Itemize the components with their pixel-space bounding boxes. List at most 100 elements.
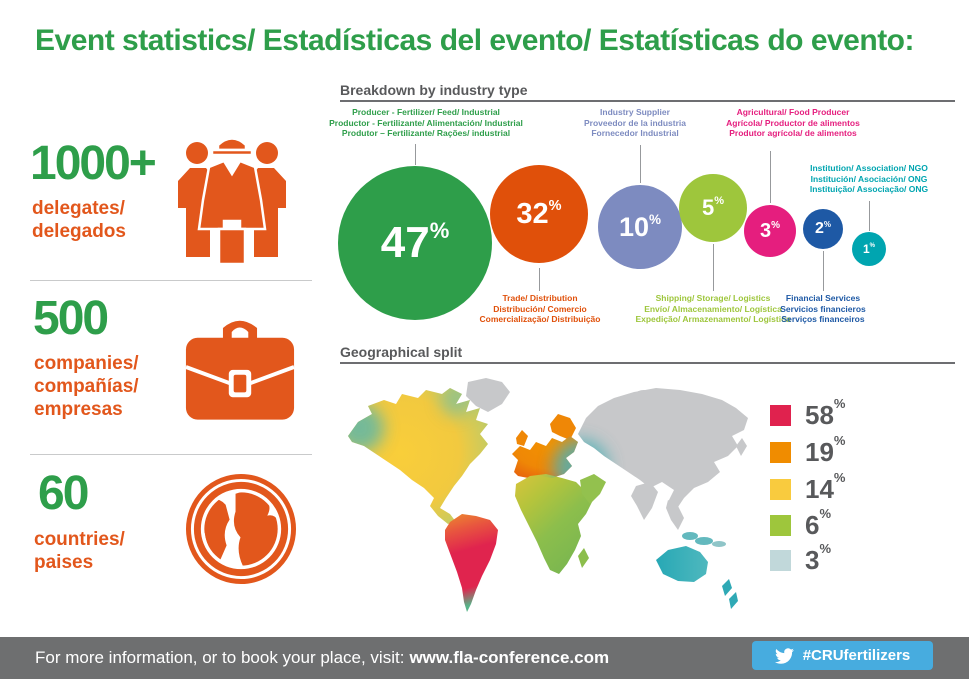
legend-item: 58% [770, 397, 845, 430]
footer-text: For more information, or to book your pl… [35, 648, 405, 667]
delegates-people-icon [176, 136, 288, 269]
label-line: Institución/ Asociación/ ONG [810, 173, 928, 184]
label-line: Comercialização/ Distribuição [479, 314, 601, 324]
label-line: Institution/ Association/ NGO [810, 163, 928, 173]
leader-line [869, 201, 870, 231]
legend-pct: 19 [805, 437, 834, 467]
bubble-value: 2 [814, 220, 824, 237]
footer-bar: For more information, or to book your pl… [0, 637, 969, 679]
percent-sign: % [771, 219, 781, 231]
bubble-value: 1 [862, 242, 870, 256]
label-line: Producer - Fertilizer/ Feed/ Industrial [352, 107, 500, 117]
twitter-badge[interactable]: #CRUfertilizers [752, 641, 933, 670]
label-line: Productor - Fertilizante/ Alimentación/ … [329, 117, 523, 128]
twitter-hashtag: #CRUfertilizers [802, 647, 911, 664]
legend-value: 58% [805, 397, 845, 430]
label-line: Shipping/ Storage/ Logistics [655, 293, 771, 303]
stat-value-delegates: 1000+ [30, 137, 157, 190]
leader-line [415, 144, 416, 165]
label-line: Proveedor de la industria [583, 117, 687, 128]
page-title: Event statistics/ Estadísticas del event… [35, 24, 915, 57]
bubble-shipping: 5% [679, 174, 747, 242]
legend-swatch [770, 549, 791, 571]
leader-line [770, 151, 771, 203]
industry-label-financial: Financial Services Servicios financieros… [743, 293, 903, 325]
percent-sign: % [649, 211, 662, 227]
percent-sign: % [833, 395, 846, 411]
industry-label-institution: Institution/ Association/ NGO Institució… [786, 163, 952, 195]
legend-pct: 3 [805, 545, 820, 575]
legend-value: 14% [805, 471, 845, 504]
stat-label-line: compañías/ [34, 376, 139, 397]
label-line: Serviços financeiros [781, 314, 865, 324]
percent-sign: % [823, 219, 832, 229]
legend-swatch [770, 478, 791, 500]
leader-line [713, 244, 714, 291]
bubble-supplier: 10% [598, 185, 682, 269]
bubble-value: 47 [380, 218, 430, 267]
legend-value: 3% [805, 542, 831, 575]
footer-url[interactable]: www.fla-conference.com [409, 648, 610, 667]
section-rule [340, 100, 955, 102]
label-line: Fornecedor Industrial [591, 128, 679, 138]
legend-item: 3% [770, 542, 831, 575]
bubble-institution: 1% [852, 232, 886, 266]
percent-sign: % [819, 540, 832, 556]
stat-label-line: delegates/ [32, 198, 125, 219]
legend-item: 6% [770, 507, 831, 540]
twitter-bird-icon [774, 647, 794, 664]
legend-pct: 14 [805, 474, 834, 504]
label-line: Agricultural/ Food Producer [736, 107, 850, 117]
percent-sign: % [819, 505, 832, 521]
legend-value: 19% [805, 434, 845, 467]
label-line: Financial Services [785, 293, 861, 303]
legend-item: 19% [770, 434, 845, 467]
stat-value-companies: 500 [33, 292, 109, 345]
stat-label-companies: companies/ compañías/ empresas [34, 352, 139, 421]
leader-line [640, 145, 641, 183]
label-line: Distribución/ Comercio [493, 303, 587, 314]
label-line: Produtor – Fertilizante/ Rações/ industr… [341, 128, 511, 138]
section-heading-industry: Breakdown by industry type [340, 82, 528, 98]
briefcase-icon [184, 308, 296, 431]
section-heading-geo: Geographical split [340, 344, 463, 360]
label-line: Trade/ Distribution [502, 293, 578, 303]
legend-pct: 6 [805, 510, 820, 540]
leader-line [539, 268, 540, 291]
label-line: Agrícola/ Productor de alimentos [726, 117, 860, 128]
industry-label-supplier: Industry Supplier Proveedor de la indust… [554, 107, 716, 139]
bubble-agricultural: 3% [744, 205, 796, 257]
globe-icon [184, 472, 298, 591]
bubble-financial: 2% [803, 209, 843, 249]
stat-label-line: companies/ [34, 353, 139, 374]
stat-label-line: paises [34, 552, 94, 573]
percent-sign: % [833, 432, 846, 448]
world-map [336, 372, 764, 620]
label-line: Produtor agrícola/ de alimentos [729, 128, 857, 138]
industry-label-producer: Producer - Fertilizer/ Feed/ Industrial … [320, 107, 532, 139]
bubble-value: 32 [516, 197, 549, 230]
industry-label-agricultural: Agricultural/ Food Producer Agrícola/ Pr… [712, 107, 874, 139]
section-rule [340, 362, 955, 364]
legend-item: 14% [770, 471, 845, 504]
legend-swatch [770, 441, 791, 463]
bubble-trade: 32% [490, 165, 588, 263]
label-line: Expedição/ Armazenamento/ Logística [635, 314, 791, 324]
leader-line [823, 251, 824, 291]
label-line: Industry Supplier [600, 107, 670, 117]
percent-sign: % [429, 217, 450, 243]
bubble-producer: 47% [338, 166, 492, 320]
stat-label-line: countries/ [34, 529, 125, 550]
legend-pct: 58 [805, 400, 834, 430]
divider [30, 280, 312, 281]
percent-sign: % [869, 242, 876, 249]
legend-swatch [770, 514, 791, 536]
percent-sign: % [714, 195, 725, 208]
divider [30, 454, 312, 455]
industry-label-trade: Trade/ Distribution Distribución/ Comerc… [450, 293, 630, 325]
label-line: Servicios financieros [780, 303, 866, 314]
bubble-value: 5 [701, 195, 715, 220]
percent-sign: % [548, 197, 562, 214]
industry-label-shipping: Shipping/ Storage/ Logistics Envío/ Alma… [613, 293, 813, 325]
